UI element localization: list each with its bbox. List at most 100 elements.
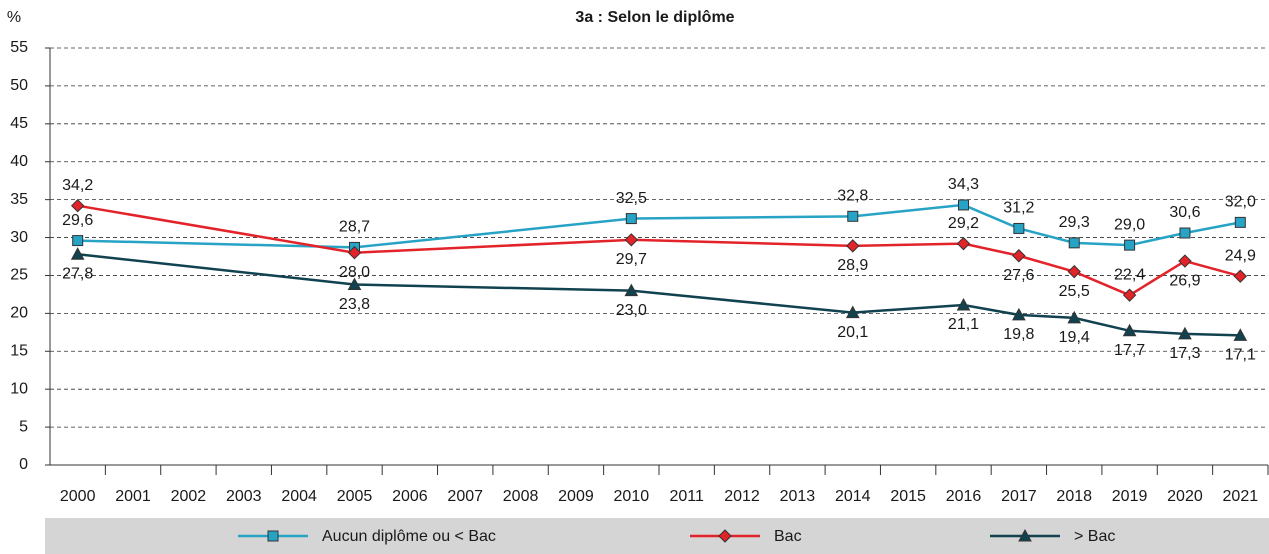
x-tick-label: 2012 — [724, 488, 760, 505]
data-label: 32,8 — [837, 188, 868, 205]
x-tick-label: 2003 — [226, 488, 262, 505]
data-point — [1233, 269, 1248, 283]
data-point — [347, 277, 362, 291]
x-tick-label: 2019 — [1112, 488, 1148, 505]
data-point — [1012, 249, 1026, 263]
data-point — [956, 236, 971, 251]
data-label: 29,0 — [1114, 216, 1145, 233]
data-label: 29,2 — [948, 215, 979, 232]
data-point — [1179, 227, 1191, 239]
data-point — [72, 235, 84, 247]
data-point — [624, 283, 639, 297]
x-tick-label: 2010 — [614, 488, 650, 505]
data-point — [347, 246, 362, 260]
y-tick-label: 10 — [10, 380, 28, 397]
x-tick-label: 2018 — [1056, 488, 1092, 505]
data-point — [70, 198, 85, 213]
x-tick-label: 2016 — [946, 488, 982, 505]
data-label: 19,8 — [1003, 326, 1034, 343]
x-tick-label: 2017 — [1001, 488, 1037, 505]
data-label: 28,0 — [339, 264, 370, 281]
data-label: 28,9 — [837, 257, 868, 274]
data-label: 34,2 — [62, 177, 93, 194]
x-tick-label: 2014 — [835, 488, 871, 505]
y-tick-label: 40 — [10, 153, 28, 170]
y-tick-label: 35 — [10, 191, 28, 208]
data-label: 23,8 — [339, 296, 370, 313]
x-tick-label: 2005 — [337, 488, 373, 505]
data-label: 29,7 — [616, 251, 647, 268]
data-label: 32,0 — [1225, 194, 1256, 211]
x-tick-label: 2020 — [1167, 488, 1203, 505]
x-tick-label: 2009 — [558, 488, 594, 505]
series-line — [77, 203, 1241, 249]
data-point — [1067, 264, 1081, 279]
data-label: 29,6 — [62, 212, 93, 229]
x-tick-label: 2004 — [281, 488, 317, 505]
x-tick-label: 2000 — [60, 488, 96, 505]
legend-marker — [267, 530, 279, 542]
legend-label: > Bac — [1074, 528, 1115, 545]
y-tick-label: 5 — [19, 418, 28, 435]
y-tick-label: 30 — [10, 229, 28, 246]
data-label: 31,2 — [1003, 200, 1034, 217]
data-point — [1012, 307, 1026, 321]
data-point — [624, 233, 639, 247]
data-label: 25,5 — [1059, 283, 1090, 300]
data-label: 17,1 — [1225, 347, 1256, 364]
x-tick-label: 2013 — [780, 488, 816, 505]
data-point — [845, 305, 860, 319]
x-tick-label: 2007 — [447, 488, 483, 505]
data-label: 34,3 — [948, 176, 979, 193]
y-tick-label: 45 — [10, 115, 28, 132]
data-label: 32,5 — [616, 190, 647, 207]
data-label: 27,6 — [1003, 267, 1034, 284]
data-label: 17,7 — [1114, 342, 1145, 359]
x-tick-label: 2011 — [669, 488, 704, 505]
x-tick-label: 2015 — [890, 488, 926, 505]
data-point — [1068, 237, 1080, 249]
x-tick-label: 2002 — [171, 488, 207, 505]
data-label: 19,4 — [1059, 329, 1090, 346]
data-label: 21,1 — [948, 316, 979, 333]
data-label: 24,9 — [1225, 247, 1256, 264]
data-label: 28,7 — [339, 219, 370, 236]
data-label: 17,3 — [1169, 345, 1200, 362]
data-label: 29,3 — [1059, 214, 1090, 231]
y-tick-label: 50 — [10, 77, 28, 94]
y-axis-label: % — [7, 9, 21, 26]
data-point — [1013, 222, 1025, 234]
x-tick-label: 2001 — [115, 488, 151, 505]
data-label: 20,1 — [837, 324, 868, 341]
data-point — [956, 297, 971, 311]
data-label: 26,9 — [1169, 272, 1200, 289]
legend-label: Aucun diplôme ou < Bac — [322, 528, 496, 545]
series-line — [77, 252, 1241, 337]
data-point — [1124, 239, 1136, 251]
data-label: 23,0 — [616, 302, 647, 319]
data-point — [846, 239, 860, 253]
data-point — [70, 247, 85, 260]
data-point — [958, 199, 969, 211]
data-point — [1122, 323, 1137, 337]
data-point — [1122, 288, 1137, 302]
y-tick-label: 20 — [10, 305, 28, 322]
chart-title: 3a : Selon le diplôme — [575, 9, 734, 26]
data-label: 22,4 — [1114, 266, 1145, 283]
legend-marker — [1018, 528, 1032, 542]
data-point — [625, 213, 637, 225]
legend-label: Bac — [774, 528, 802, 545]
data-point — [1067, 310, 1082, 324]
y-tick-label: 25 — [10, 267, 28, 284]
y-tick-label: 55 — [10, 39, 28, 56]
series-line — [77, 204, 1241, 297]
y-tick-label: 15 — [10, 342, 28, 359]
data-label: 30,6 — [1169, 204, 1200, 221]
data-point — [847, 210, 859, 222]
data-point — [1178, 326, 1192, 340]
x-tick-label: 2008 — [503, 488, 539, 505]
data-label: 27,8 — [62, 265, 93, 282]
x-tick-label: 2021 — [1223, 488, 1259, 505]
data-point — [1178, 254, 1192, 268]
